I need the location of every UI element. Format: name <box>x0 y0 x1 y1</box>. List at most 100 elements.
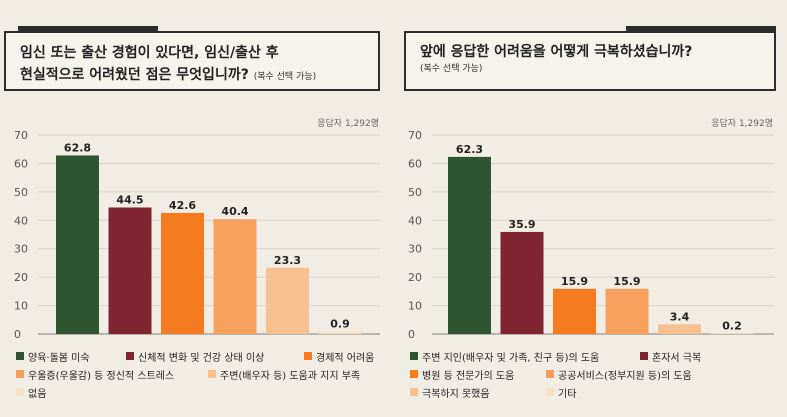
y-tick-label: 70 <box>408 129 422 142</box>
legend-label: 없음 <box>28 388 47 400</box>
y-tick-label: 40 <box>408 214 422 227</box>
bar-value-label: 62.8 <box>64 141 91 154</box>
legend-label: 혼자서 극복 <box>652 352 702 364</box>
legend-swatch <box>410 352 418 360</box>
legend-swatch <box>640 352 648 360</box>
left-respondents: 응답자 1,292명 <box>317 119 379 129</box>
bar-value-label: 40.4 <box>221 205 248 218</box>
y-tick-label: 0 <box>14 328 21 341</box>
legend-swatch <box>546 388 554 396</box>
y-tick-label: 30 <box>408 243 422 256</box>
legend-label: 양육·돌봄 미숙 <box>28 352 90 364</box>
legend-item: 경제적 어려움 <box>304 349 384 364</box>
bar <box>56 155 99 334</box>
y-tick-label: 10 <box>408 300 422 313</box>
right-legend: 주변 지인(배우자 및 가족, 친구 등)의 도움 혼자서 극복 병원 등 전문가의… <box>410 347 750 401</box>
legend-swatch <box>16 388 24 396</box>
bar <box>108 207 152 334</box>
legend-label: 공공서비스(정부지원 등)의 도움 <box>558 370 692 382</box>
y-tick-label: 50 <box>14 186 28 199</box>
bar <box>266 267 309 334</box>
legend-swatch <box>304 352 312 360</box>
legend-item: 없음 <box>16 385 76 400</box>
legend-row: 병원 등 전문가의 도움 공공서비스(정부지원 등)의 도움 <box>410 365 750 383</box>
bar-value-label: 23.3 <box>274 254 301 267</box>
right-question-box: 앞에 응답한 어려움을 어떻게 극복하셨습니까? (복수 선택 가능) <box>404 31 776 91</box>
legend-row: 주변 지인(배우자 및 가족, 친구 등)의 도움 혼자서 극복 <box>410 347 750 365</box>
legend-swatch <box>126 352 134 360</box>
y-tick-label: 60 <box>408 157 422 170</box>
right-chart-panel: 앞에 응답한 어려움을 어떻게 극복하셨습니까? (복수 선택 가능) 응답자 … <box>394 0 787 417</box>
y-tick-label: 20 <box>14 271 28 284</box>
legend-item: 양육·돌봄 미숙 <box>16 349 126 364</box>
right-question-title: 앞에 응답한 어려움을 어떻게 극복하셨습니까? (복수 선택 가능) <box>420 41 692 75</box>
legend-label: 우울증(우울감) 등 정신적 스트레스 <box>28 370 175 382</box>
bar-value-label: 15.9 <box>613 275 640 288</box>
bar <box>553 288 596 334</box>
left-title-note: (복수 선택 가능) <box>253 72 317 82</box>
legend-label: 병원 등 전문가의 도움 <box>422 370 515 382</box>
legend-item: 주변(배우자 등) 도움과 지지 부족 <box>208 367 378 382</box>
bar-value-label: 0.9 <box>330 317 350 330</box>
legend-label: 극복하지 못했음 <box>422 388 490 400</box>
bar <box>710 333 754 334</box>
left-bar-chart: 0 10 20 30 40 50 60 70 62.8 44.5 42.6 40.4 23.3 0.9 <box>14 129 380 341</box>
legend-item: 병원 등 전문가의 도움 <box>410 367 546 382</box>
left-header-bar <box>18 26 158 31</box>
right-title-note: (복수 선택 가능) <box>420 64 483 74</box>
left-chart-panel: 임신 또는 출산 경험이 있다면, 임신/출산 후 현실적으로 어려웠던 점은 … <box>0 0 393 417</box>
legend-swatch <box>410 388 418 396</box>
legend-item: 극복하지 못했음 <box>410 385 546 400</box>
right-header-bar <box>626 26 776 31</box>
legend-label: 신체적 변화 및 건강 상태 이상 <box>138 352 265 364</box>
y-tick-label: 10 <box>14 300 28 313</box>
bar <box>161 212 204 334</box>
legend-item: 주변 지인(배우자 및 가족, 친구 등)의 도움 <box>410 349 640 364</box>
bar-value-label: 3.4 <box>670 310 690 323</box>
legend-row: 우울증(우울감) 등 정신적 스트레스 주변(배우자 등) 도움과 지지 부족 <box>16 365 384 383</box>
legend-label: 주변 지인(배우자 및 가족, 친구 등)의 도움 <box>422 352 600 364</box>
right-title: 앞에 응답한 어려움을 어떻게 극복하셨습니까? <box>420 44 693 60</box>
bar <box>500 231 544 334</box>
legend-row: 극복하지 못했음 기타 <box>410 383 750 401</box>
legend-swatch <box>410 370 418 378</box>
bar <box>658 324 701 334</box>
bar <box>318 331 362 334</box>
bar-value-label: 0.2 <box>722 319 742 332</box>
left-title-line1: 임신 또는 출산 경험이 있다면, 임신/출산 후 <box>20 45 279 61</box>
y-tick-label: 0 <box>408 328 415 341</box>
legend-row: 없음 <box>16 383 384 401</box>
y-tick-label: 30 <box>14 243 28 256</box>
y-tick-label: 50 <box>408 186 422 199</box>
legend-label: 주변(배우자 등) 도움과 지지 부족 <box>220 370 361 382</box>
legend-label: 기타 <box>558 388 577 400</box>
legend-item: 신체적 변화 및 건강 상태 이상 <box>126 349 304 364</box>
bar <box>213 219 257 334</box>
left-legend: 양육·돌봄 미숙 신체적 변화 및 건강 상태 이상 경제적 어려움 우울증(우울감)… <box>16 347 384 401</box>
legend-label: 경제적 어려움 <box>316 352 375 364</box>
bar-value-label: 62.3 <box>456 143 483 156</box>
legend-item: 기타 <box>546 385 606 400</box>
bar-value-label: 44.5 <box>116 193 143 206</box>
y-tick-label: 70 <box>14 129 28 142</box>
legend-item: 우울증(우울감) 등 정신적 스트레스 <box>16 367 208 382</box>
left-question-title: 임신 또는 출산 경험이 있다면, 임신/출산 후 현실적으로 어려웠던 점은 … <box>20 42 316 88</box>
legend-item: 공공서비스(정부지원 등)의 도움 <box>546 367 726 382</box>
right-respondents: 응답자 1,292명 <box>711 119 773 129</box>
bar-value-label: 15.9 <box>561 275 588 288</box>
legend-swatch <box>208 370 216 378</box>
bar <box>448 156 491 334</box>
y-tick-label: 20 <box>408 271 422 284</box>
bar-value-label: 35.9 <box>508 218 535 231</box>
right-bar-chart: 0 10 20 30 40 50 60 70 62.3 35.9 15.9 15.9 3.4 0.2 <box>408 129 774 341</box>
left-title-line2: 현실적으로 어려웠던 점은 무엇입니까? <box>20 67 249 83</box>
legend-item: 혼자서 극복 <box>640 349 750 364</box>
bar-value-label: 42.6 <box>169 199 196 212</box>
legend-swatch <box>16 370 24 378</box>
y-tick-label: 60 <box>14 157 28 170</box>
bar <box>605 288 649 334</box>
y-tick-label: 40 <box>14 214 28 227</box>
legend-swatch <box>16 352 24 360</box>
legend-row: 양육·돌봄 미숙 신체적 변화 및 건강 상태 이상 경제적 어려움 <box>16 347 384 365</box>
legend-swatch <box>546 370 554 378</box>
